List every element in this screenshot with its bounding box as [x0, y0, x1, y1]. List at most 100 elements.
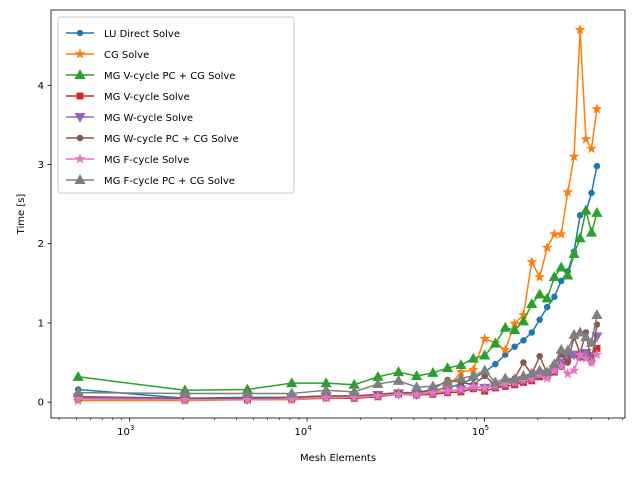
data-point	[499, 372, 511, 383]
data-point	[517, 370, 530, 381]
data-point	[492, 360, 499, 368]
data-point	[72, 393, 84, 404]
data-point	[543, 303, 551, 311]
data-point	[591, 103, 603, 114]
data-point	[320, 384, 332, 395]
axes-layer: 103 104 105 0 1 2 3 4	[38, 9, 626, 438]
data-point	[562, 186, 574, 197]
data-point	[242, 394, 253, 405]
data-point	[574, 232, 586, 243]
data-point	[479, 349, 491, 360]
series-line	[78, 165, 598, 399]
data-point	[568, 248, 580, 259]
legend-item: MG W-cycle PC + CG Solve	[66, 134, 239, 145]
data-point	[348, 386, 360, 396]
series-line	[78, 336, 598, 400]
legend-item: MG W-cycle Solve	[66, 112, 193, 124]
data-point	[580, 353, 592, 364]
data-point	[286, 387, 298, 398]
data-point	[549, 228, 560, 239]
data-point	[499, 321, 511, 332]
data-point	[427, 366, 439, 377]
data-point	[562, 353, 574, 364]
data-point	[568, 364, 580, 375]
data-point	[468, 380, 479, 391]
data-point	[427, 387, 439, 398]
y-tick-label: 4	[38, 81, 44, 92]
y-tick-label: 0	[38, 398, 44, 409]
series-7	[72, 309, 603, 398]
data-point	[441, 376, 454, 387]
legend-label: MG W-cycle Solve	[104, 113, 193, 124]
data-point	[179, 394, 191, 405]
data-point	[591, 309, 603, 320]
data-point	[586, 143, 597, 154]
data-point	[574, 24, 586, 35]
y-tick-label: 3	[38, 160, 44, 171]
data-point	[586, 356, 597, 368]
data-point	[534, 271, 545, 282]
x-tick-label: 104	[294, 424, 312, 438]
legend-marker	[74, 48, 86, 59]
legend-marker	[76, 134, 84, 142]
legend-item: MG F-cycle PC + CG Solve	[66, 174, 235, 187]
data-point	[568, 150, 580, 162]
legend-marker	[76, 29, 84, 37]
x-tick-label: 105	[472, 424, 489, 438]
data-point	[580, 204, 592, 215]
data-point	[442, 385, 453, 396]
data-point	[574, 349, 586, 360]
data-point	[518, 309, 529, 320]
data-point	[179, 387, 191, 398]
legend-label: MG V-cycle PC + CG Solve	[104, 71, 235, 82]
legend-item: MG F-cycle Solve	[66, 153, 189, 166]
legend-label: MG F-cycle PC + CG Solve	[104, 176, 235, 187]
legend-item: CG Solve	[66, 48, 149, 61]
data-point	[411, 388, 422, 399]
data-point	[499, 344, 511, 355]
data-point	[591, 349, 603, 360]
data-point	[526, 298, 538, 308]
legend-marker	[74, 174, 86, 185]
legend-item: MG V-cycle PC + CG Solve	[66, 69, 235, 82]
legend-marker	[76, 92, 84, 100]
data-point	[593, 162, 601, 170]
data-point	[392, 366, 405, 377]
legend-label: MG F-cycle Solve	[104, 155, 189, 166]
data-point	[509, 324, 521, 335]
data-point	[489, 337, 501, 348]
data-point	[455, 366, 467, 377]
data-point	[467, 370, 479, 381]
data-point	[585, 226, 598, 237]
data-point	[392, 374, 405, 385]
data-point	[555, 261, 567, 272]
data-point	[562, 344, 574, 355]
data-point	[574, 326, 586, 337]
data-point	[479, 382, 491, 393]
data-point	[534, 288, 546, 299]
y-axis-label: Time [s]	[16, 194, 27, 236]
data-point	[536, 352, 543, 360]
data-point	[455, 359, 467, 369]
data-point	[509, 373, 521, 384]
data-point	[72, 370, 84, 381]
data-point	[534, 364, 546, 375]
series-line	[78, 347, 598, 401]
data-point	[541, 242, 553, 253]
series-0	[74, 162, 601, 402]
series-2	[72, 204, 603, 395]
data-point	[411, 381, 423, 392]
series-line	[78, 209, 598, 392]
data-point	[241, 387, 253, 398]
legend-label: LU Direct Solve	[104, 29, 180, 40]
data-point	[499, 378, 511, 389]
data-point	[588, 189, 595, 197]
legend-label: MG W-cycle PC + CG Solve	[104, 134, 239, 145]
data-point	[580, 133, 592, 144]
legend-item: MG V-cycle Solve	[66, 92, 190, 103]
data-point	[479, 364, 491, 375]
data-point	[585, 336, 598, 347]
data-point	[580, 331, 592, 342]
data-point	[555, 360, 567, 372]
